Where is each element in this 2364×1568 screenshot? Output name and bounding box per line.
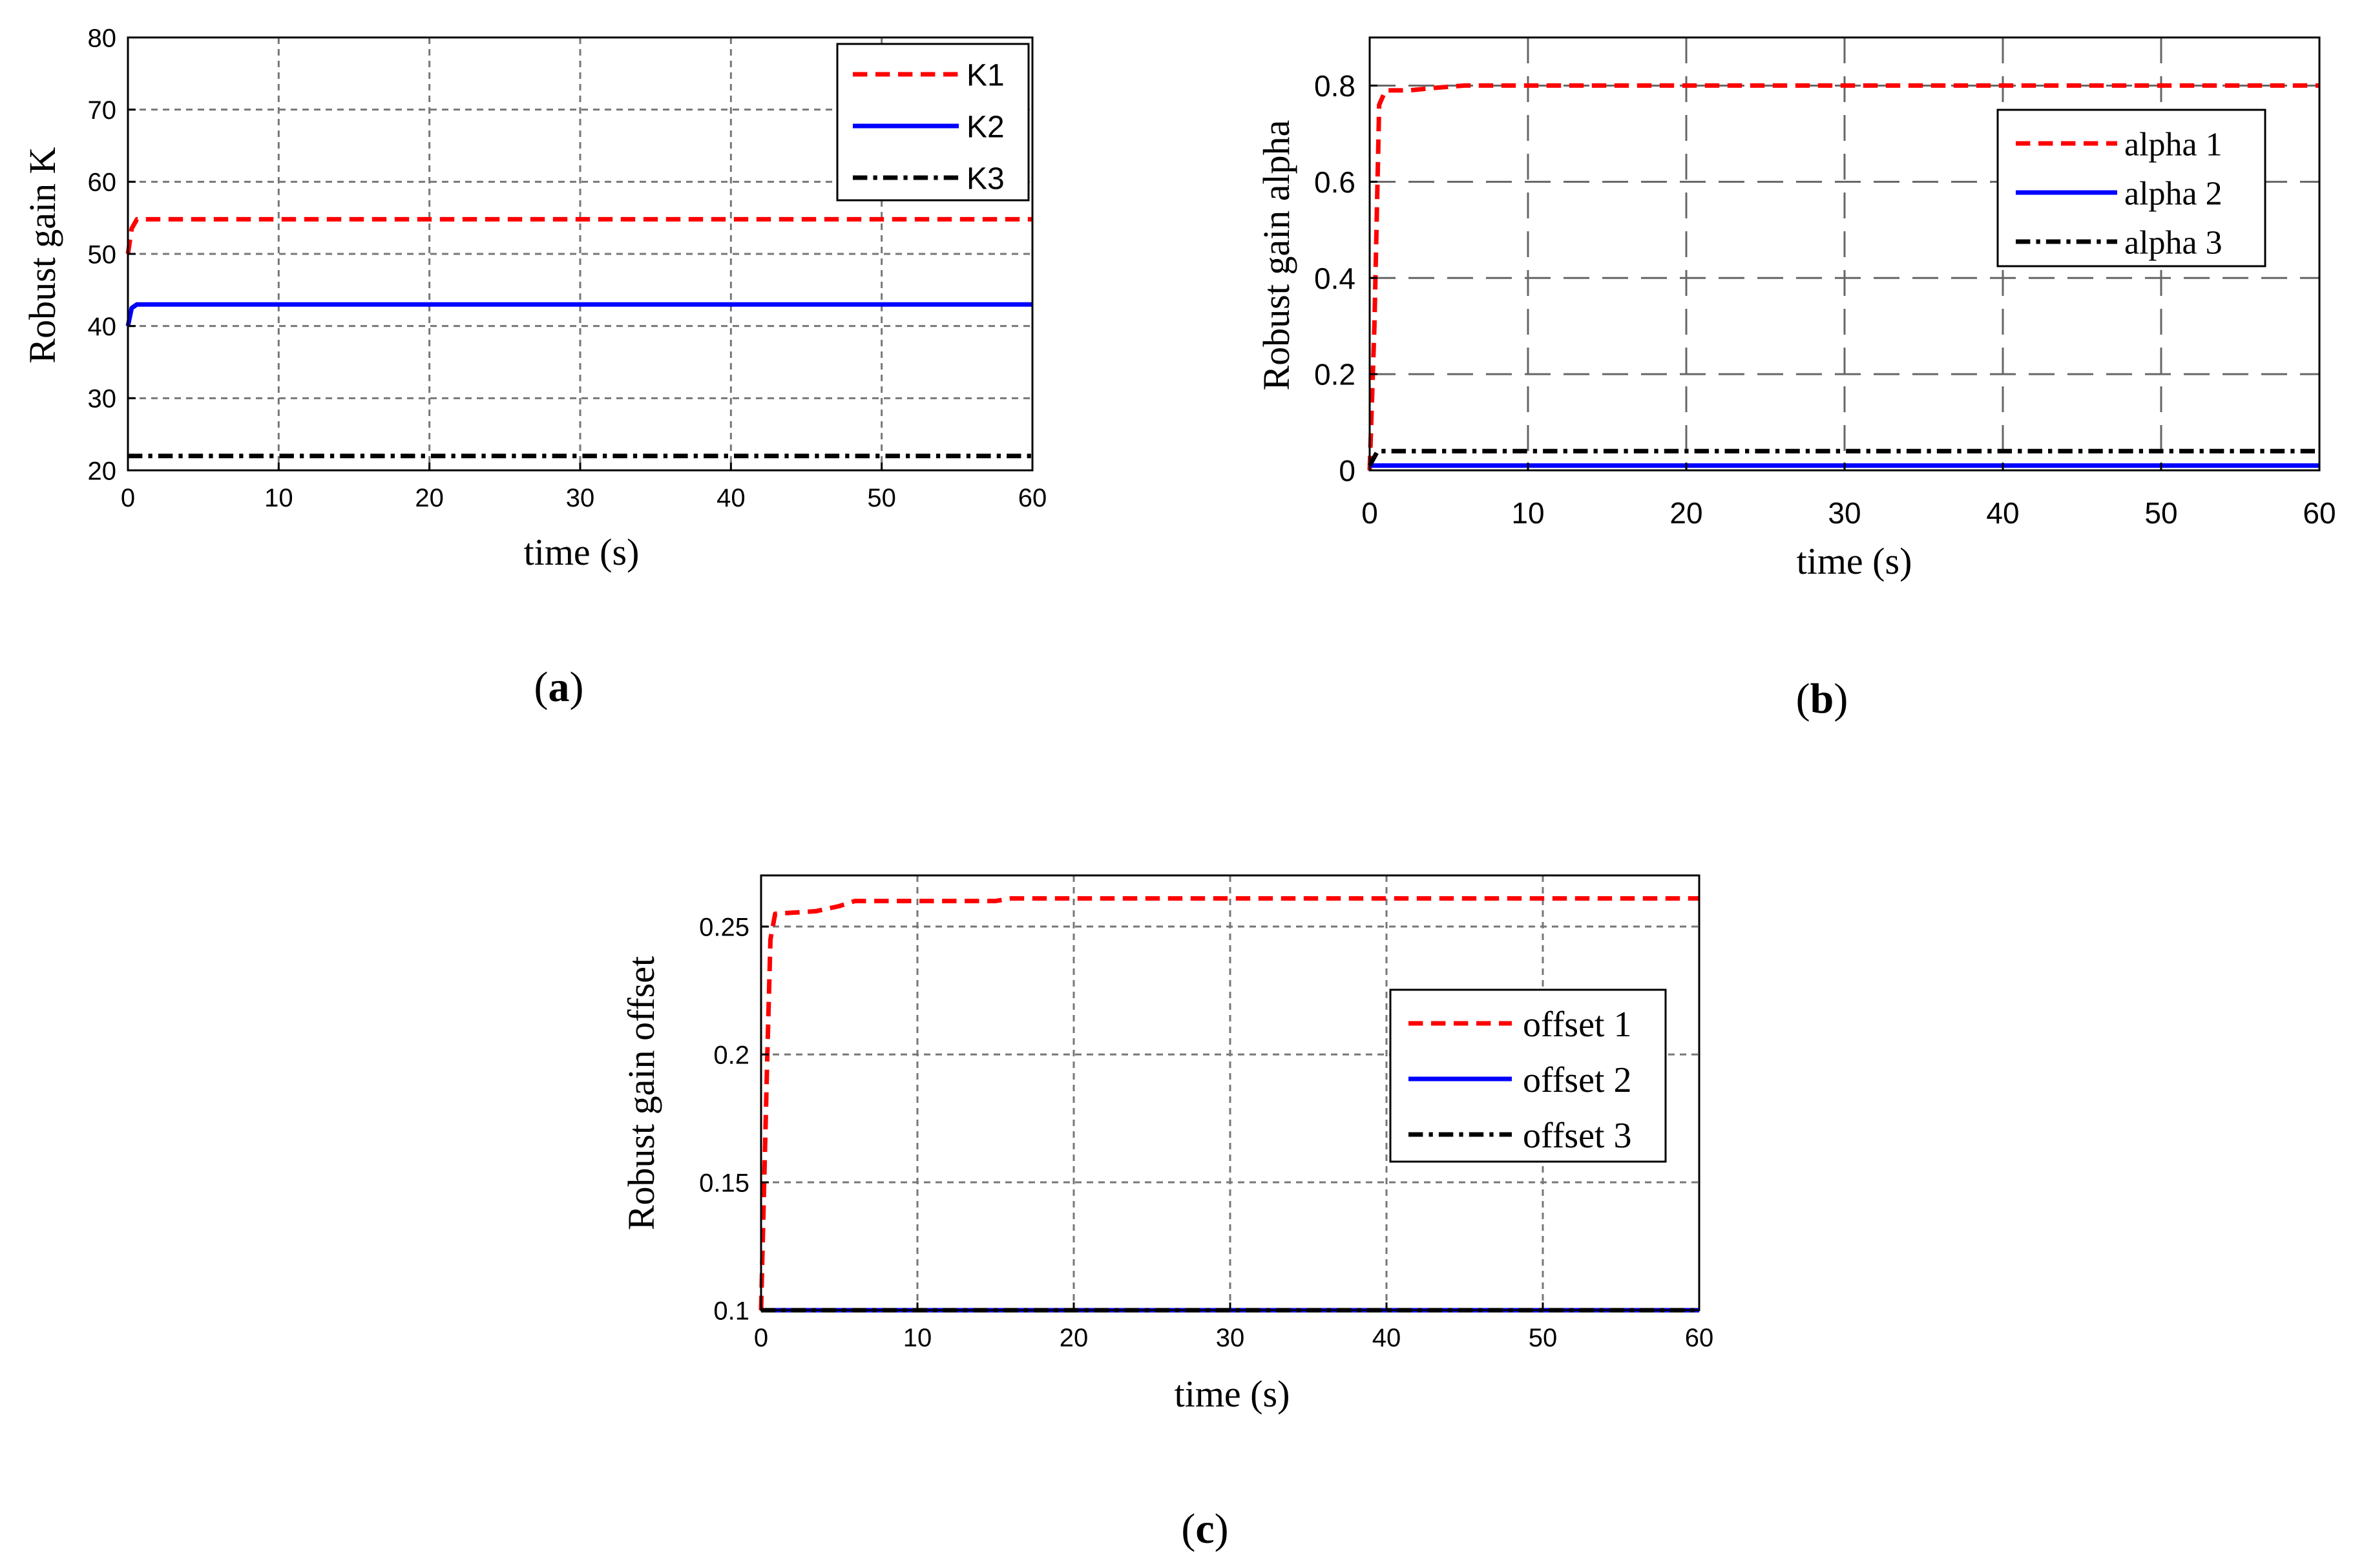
x-tick-label: 20	[1669, 496, 1702, 530]
legend-label: K2	[967, 110, 1005, 144]
chart-a: 0 10 20 30 40 50 60 20 30 40 50 60 70 80 time (s) Robus…	[21, 24, 1047, 573]
series-line-offset-1	[758, 896, 1699, 1311]
legend-label: alpha 2	[2124, 176, 2223, 213]
x-axis-label: time (s)	[1797, 540, 1912, 582]
caption-c: (c)	[1181, 1505, 1228, 1552]
y-tick-label: 60	[88, 169, 117, 197]
y-tick-label: 30	[88, 385, 117, 413]
x-tick-label: 10	[264, 484, 293, 512]
legend-label: offset 2	[1523, 1060, 1632, 1100]
x-tick-label: 10	[903, 1324, 932, 1352]
series-line-k1	[125, 216, 1032, 255]
x-tick-label: 30	[566, 484, 595, 512]
y-tick-label: 0.2	[713, 1041, 749, 1070]
series-line-alpha-3	[1367, 448, 2319, 467]
x-tick-label: 30	[1216, 1324, 1245, 1352]
legend-label: offset 1	[1523, 1005, 1632, 1045]
y-tick-label: 50	[88, 240, 117, 269]
legend-label: K3	[967, 162, 1005, 196]
x-tick-label: 60	[1685, 1324, 1714, 1352]
legend-label: offset 3	[1523, 1116, 1632, 1156]
y-tick-label: 0.6	[1314, 165, 1355, 199]
y-tick-label: 0.25	[699, 914, 749, 942]
legend-label: alpha 1	[2124, 127, 2223, 163]
x-axis-label: time (s)	[524, 531, 640, 573]
x-tick-label: 0	[121, 484, 135, 512]
y-tick-label: 0.1	[713, 1297, 749, 1325]
x-tick-label: 60	[2303, 496, 2336, 530]
legend: K1 K2 K3	[836, 43, 1030, 202]
x-tick-label: 40	[1372, 1324, 1401, 1352]
x-tick-label: 50	[867, 484, 896, 512]
y-axis-label: Robust gain alpha	[1255, 120, 1297, 391]
y-tick-label: 80	[88, 24, 117, 52]
chart-b: 0 10 20 30 40 50 60 0 0.2 0.4 0.6 0.8 time (s) Robust…	[1255, 36, 2336, 582]
y-tick-label: 0.15	[699, 1169, 749, 1197]
legend-label: K1	[967, 58, 1005, 92]
x-tick-label: 60	[1018, 484, 1047, 512]
x-tick-label: 10	[1511, 496, 1544, 530]
x-axis-label: time (s)	[1175, 1373, 1290, 1415]
y-tick-label: 0	[1339, 454, 1355, 488]
x-tick-label: 20	[1060, 1324, 1089, 1352]
series-line-alpha-1	[1367, 83, 2319, 471]
y-tick-label: 70	[88, 96, 117, 125]
y-tick-label: 0.2	[1314, 358, 1355, 392]
x-tick-label: 40	[1986, 496, 2019, 530]
legend-box	[836, 43, 1030, 202]
x-tick-label: 40	[717, 484, 746, 512]
chart-c: 0 10 20 30 40 50 60 0.1 0.15 0.2 0.25 time (s) Robus…	[620, 874, 1714, 1415]
x-tick-label: 20	[415, 484, 444, 512]
legend: offset 1 offset 2 offset 3	[1389, 988, 1667, 1163]
legend-box	[1996, 109, 2266, 267]
x-tick-label: 0	[754, 1324, 768, 1352]
y-tick-label: 0.4	[1314, 262, 1355, 295]
y-axis-label: Robust gain K	[21, 147, 63, 363]
y-tick-label: 40	[88, 313, 117, 341]
caption-a: (a)	[534, 664, 584, 711]
x-tick-label: 0	[1361, 496, 1378, 530]
series-line-k2	[125, 302, 1032, 327]
x-tick-label: 50	[1529, 1324, 1558, 1352]
x-tick-label: 30	[1828, 496, 1861, 530]
legend-label: alpha 3	[2124, 225, 2223, 262]
legend: alpha 1 alpha 2 alpha 3	[1996, 109, 2266, 267]
y-tick-label: 20	[88, 457, 117, 485]
y-axis-label: Robust gain offset	[620, 956, 662, 1230]
legend-box	[1389, 988, 1667, 1163]
caption-b: (b)	[1796, 675, 1848, 722]
x-tick-label: 50	[2144, 496, 2177, 530]
y-tick-label: 0.8	[1314, 69, 1355, 103]
